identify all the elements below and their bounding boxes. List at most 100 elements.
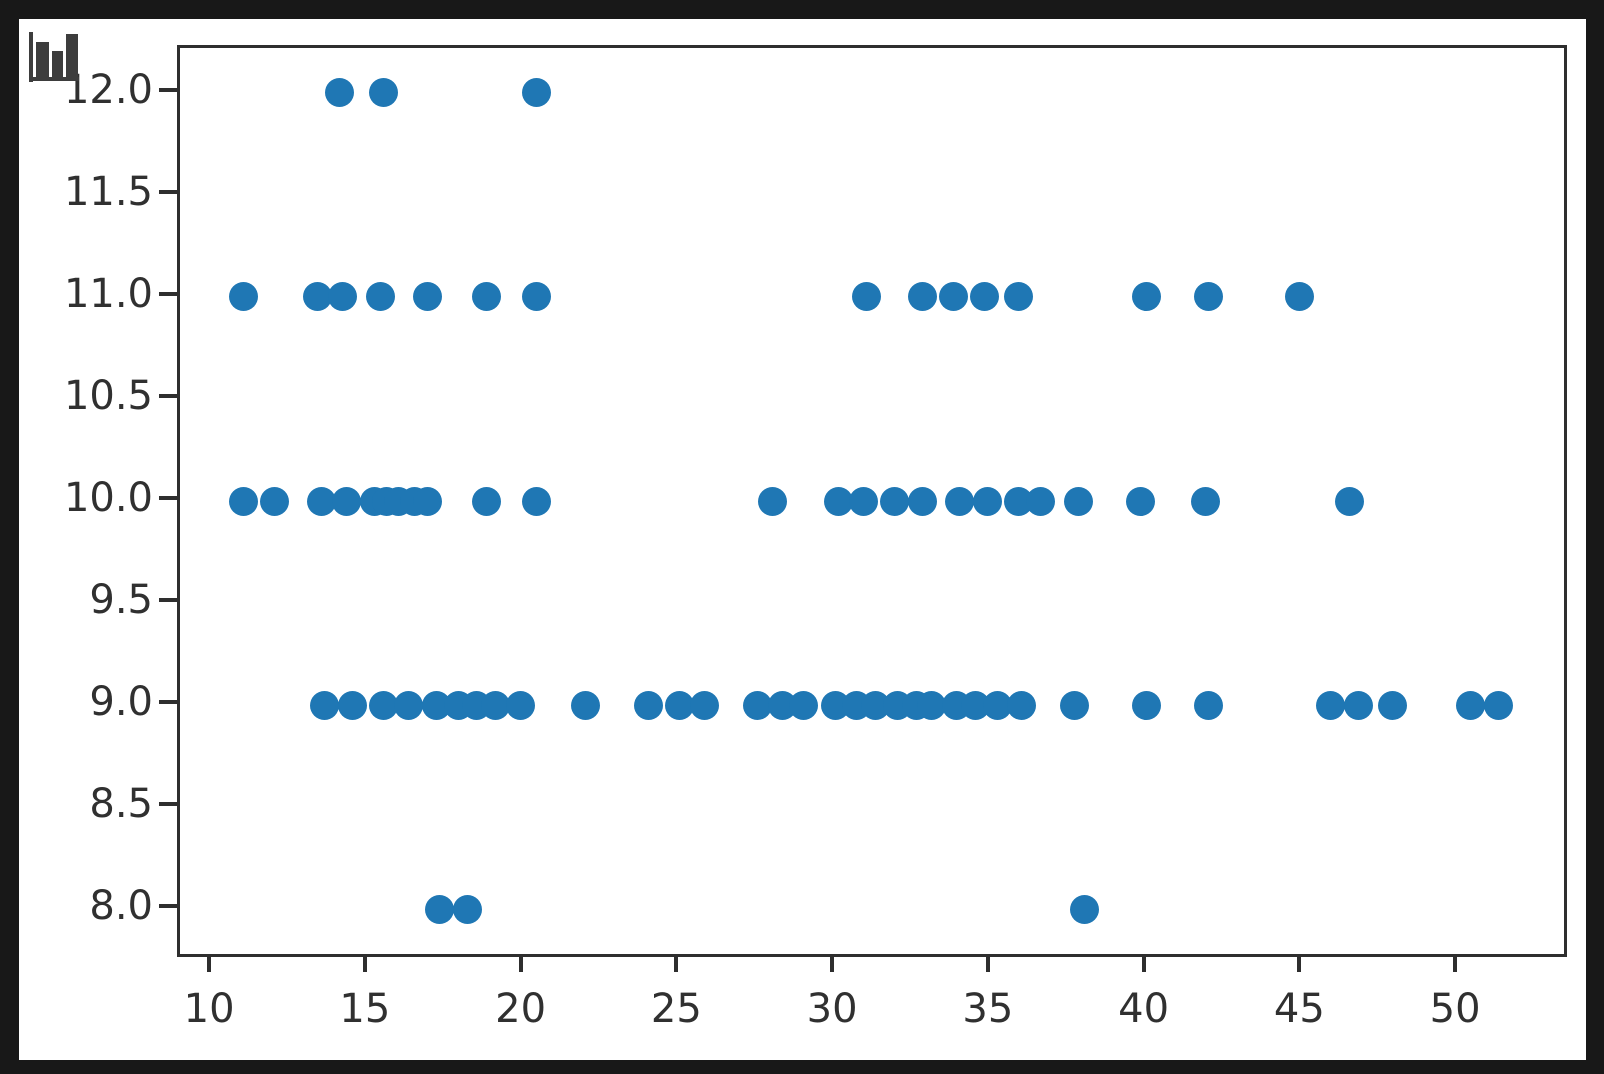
y-tick-label: 8.5 xyxy=(89,781,153,828)
scatter-point xyxy=(303,282,333,312)
scatter-point xyxy=(571,690,601,720)
bar-chart-icon[interactable] xyxy=(19,19,129,99)
scatter-point xyxy=(521,78,551,108)
y-tick-mark xyxy=(159,496,177,500)
scatter-point xyxy=(982,690,1012,720)
bar-chart-icon-axis-x xyxy=(29,77,79,81)
scatter-point xyxy=(907,282,937,312)
y-tick-label: 8.0 xyxy=(89,883,153,930)
scatter-point xyxy=(1132,282,1162,312)
x-tick-label: 20 xyxy=(495,986,547,1032)
scatter-point xyxy=(368,690,398,720)
scatter-point xyxy=(453,894,483,924)
scatter-point xyxy=(393,690,423,720)
x-tick-mark xyxy=(207,954,212,972)
scatter-point xyxy=(1484,690,1514,720)
scatter-point xyxy=(758,486,788,516)
y-tick-mark xyxy=(159,904,177,909)
x-tick-mark xyxy=(1141,954,1146,972)
scatter-point xyxy=(412,282,442,312)
x-tick-mark xyxy=(1453,954,1458,972)
scatter-point xyxy=(365,282,395,312)
plot-area xyxy=(177,45,1567,957)
scatter-point xyxy=(938,282,968,312)
scatter-point xyxy=(228,282,258,312)
scatter-point xyxy=(1191,486,1221,516)
bar-chart-icon-bar xyxy=(36,42,49,77)
y-tick-label: 10.5 xyxy=(63,372,153,419)
scatter-point xyxy=(848,486,878,516)
scatter-point xyxy=(1194,282,1224,312)
scatter-point xyxy=(325,78,355,108)
scatter-point xyxy=(521,282,551,312)
x-tick-mark xyxy=(1297,954,1302,972)
scatter-point xyxy=(1125,486,1155,516)
scatter-point xyxy=(851,282,881,312)
x-tick-label: 45 xyxy=(1273,986,1325,1032)
scatter-point xyxy=(309,690,339,720)
scatter-point xyxy=(973,486,1003,516)
bar-chart-icon-axis-y xyxy=(29,32,33,82)
scatter-point xyxy=(1026,486,1056,516)
x-tick-label: 50 xyxy=(1429,986,1481,1032)
scatter-point xyxy=(328,282,358,312)
figure: 10 15 20 25 30 35 40 45 50 8.0 8.5 9.0 9.5 10.0 10.5 11… xyxy=(19,19,1586,1060)
scatter-point xyxy=(505,690,535,720)
y-tick-mark xyxy=(159,802,177,807)
scatter-point xyxy=(945,486,975,516)
scatter-point xyxy=(1343,690,1373,720)
scatter-point xyxy=(970,282,1000,312)
scatter-point xyxy=(633,690,663,720)
y-tick-mark xyxy=(159,700,177,705)
y-tick-mark xyxy=(159,291,177,296)
scatter-point xyxy=(689,690,719,720)
bar-chart-icon-bar xyxy=(66,34,78,77)
x-tick-mark xyxy=(362,954,367,972)
scatter-point xyxy=(1194,690,1224,720)
scatter-point xyxy=(664,690,694,720)
scatter-point xyxy=(789,690,819,720)
scatter-point xyxy=(1007,690,1037,720)
bar-chart-icon-bar xyxy=(52,51,63,77)
y-tick-label: 10.0 xyxy=(63,475,153,521)
y-tick-mark xyxy=(159,598,177,603)
scatter-point xyxy=(424,894,454,924)
scatter-point xyxy=(1132,690,1162,720)
scatter-point xyxy=(1456,690,1486,720)
scatter-point xyxy=(228,486,258,516)
x-tick-label: 10 xyxy=(183,986,235,1032)
y-tick-mark xyxy=(159,393,177,398)
y-tick-label: 11.5 xyxy=(63,168,153,215)
x-tick-mark xyxy=(830,954,835,972)
x-tick-mark xyxy=(518,954,523,972)
x-tick-label: 40 xyxy=(1118,986,1170,1032)
scatter-point xyxy=(259,486,289,516)
scatter-point xyxy=(823,486,853,516)
scatter-point xyxy=(917,690,947,720)
scatter-point xyxy=(471,282,501,312)
x-tick-label: 25 xyxy=(650,986,702,1032)
scatter-point xyxy=(521,486,551,516)
scatter-point xyxy=(879,486,909,516)
scatter-point xyxy=(306,486,336,516)
scatter-point xyxy=(1334,486,1364,516)
scatter-point xyxy=(1284,282,1314,312)
scatter-point xyxy=(331,486,361,516)
x-tick-label: 15 xyxy=(339,986,391,1032)
scatter-point xyxy=(1069,894,1099,924)
scatter-point xyxy=(1063,486,1093,516)
y-tick-label: 12.0 xyxy=(63,66,153,113)
x-tick-label: 30 xyxy=(806,986,858,1032)
y-tick-label: 11.0 xyxy=(63,270,153,317)
scatter-point xyxy=(337,690,367,720)
scatter-point xyxy=(368,78,398,108)
x-tick-label: 35 xyxy=(962,986,1014,1032)
scatter-point xyxy=(481,690,511,720)
scatter-point xyxy=(742,690,772,720)
scatter-point xyxy=(412,486,442,516)
y-tick-mark xyxy=(159,87,177,92)
x-tick-mark xyxy=(985,954,990,972)
scatter-point xyxy=(471,486,501,516)
y-tick-label: 9.5 xyxy=(89,577,153,624)
scatter-point xyxy=(1004,282,1034,312)
